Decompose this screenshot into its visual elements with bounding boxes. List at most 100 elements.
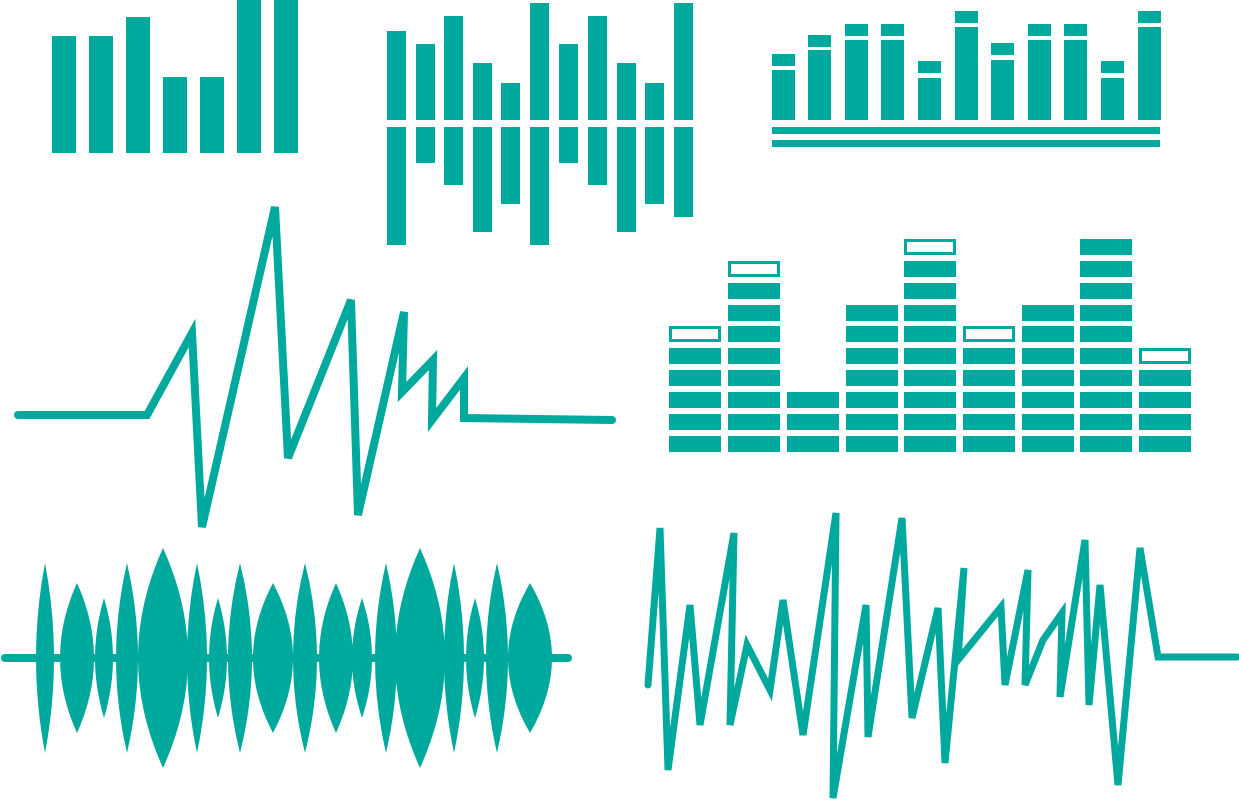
lens <box>486 563 508 753</box>
segment <box>904 392 956 408</box>
bar-upper <box>387 31 406 120</box>
bar-lower <box>473 127 492 232</box>
bar-lower <box>416 127 435 163</box>
bar <box>274 0 298 153</box>
segment <box>846 436 898 452</box>
base-line <box>772 140 1160 147</box>
bar-cap <box>1064 24 1087 36</box>
bar-lower <box>559 127 578 163</box>
segment <box>1080 370 1132 386</box>
segment <box>1139 370 1191 386</box>
bar <box>200 77 224 153</box>
segment <box>728 436 780 452</box>
segment <box>728 414 780 430</box>
mirrored-equalizer <box>387 3 693 245</box>
lens <box>116 563 138 753</box>
bar-lower <box>444 127 463 185</box>
segment <box>963 348 1015 364</box>
bar-lower <box>617 127 636 232</box>
segment <box>1139 436 1191 452</box>
bar-lower <box>387 127 406 245</box>
bar <box>1101 78 1124 120</box>
bar-upper <box>559 44 578 120</box>
bar <box>126 17 150 153</box>
segment <box>904 305 956 321</box>
lens <box>138 548 188 768</box>
segment <box>904 326 956 342</box>
segment-cap <box>728 261 780 277</box>
segment <box>1080 305 1132 321</box>
bar-upper <box>473 63 492 120</box>
segment <box>1022 348 1074 364</box>
segment-cap <box>963 326 1015 342</box>
segment <box>1080 414 1132 430</box>
segment <box>1139 392 1191 408</box>
lens <box>228 563 252 753</box>
lens-waveform <box>1 548 572 768</box>
segment <box>669 370 721 386</box>
jagged-waveform <box>644 512 1239 799</box>
bar-upper <box>617 63 636 120</box>
bar-upper <box>530 3 549 120</box>
bar <box>89 36 113 153</box>
segment <box>787 414 839 430</box>
bar-upper <box>501 83 520 120</box>
bar <box>955 27 978 120</box>
bar <box>237 0 261 153</box>
segment <box>846 370 898 386</box>
bar <box>772 70 795 120</box>
segment <box>1022 305 1074 321</box>
bar <box>1138 27 1161 120</box>
segment-cap <box>1139 348 1191 364</box>
lens <box>95 598 113 718</box>
bar-cap <box>808 35 831 47</box>
bar-upper <box>588 16 607 120</box>
lens <box>466 598 484 718</box>
segmented-equalizer <box>669 239 1191 452</box>
wave-line <box>644 512 1239 799</box>
segment <box>1022 392 1074 408</box>
lens <box>508 583 552 733</box>
segment <box>963 436 1015 452</box>
lens <box>444 563 464 753</box>
segment <box>787 392 839 408</box>
segment <box>846 348 898 364</box>
bar <box>808 50 831 120</box>
lens <box>352 598 372 718</box>
segment <box>1080 239 1132 255</box>
bar-upper <box>444 16 463 120</box>
bar-cap <box>1138 11 1161 23</box>
bar-cap <box>991 43 1014 55</box>
segment <box>787 436 839 452</box>
bar <box>163 77 187 153</box>
segment <box>846 326 898 342</box>
segment <box>728 283 780 299</box>
segment <box>904 414 956 430</box>
bar <box>52 36 76 153</box>
segment <box>846 305 898 321</box>
segment <box>669 392 721 408</box>
bar-cap <box>772 54 795 66</box>
segment <box>1139 414 1191 430</box>
segment <box>728 348 780 364</box>
bar <box>1064 40 1087 120</box>
wave-line <box>14 206 616 528</box>
segment <box>904 348 956 364</box>
segment <box>728 305 780 321</box>
lens <box>395 548 445 768</box>
segment <box>1080 348 1132 364</box>
segment <box>904 370 956 386</box>
bar-cap <box>845 24 868 36</box>
segment <box>1022 370 1074 386</box>
segment <box>904 261 956 277</box>
segment <box>1080 261 1132 277</box>
lens <box>319 583 353 733</box>
bar-lower <box>588 127 607 185</box>
segment <box>1080 436 1132 452</box>
bar-lower <box>530 127 549 245</box>
bar-upper <box>674 3 693 120</box>
lens <box>209 598 227 718</box>
segment <box>963 370 1015 386</box>
